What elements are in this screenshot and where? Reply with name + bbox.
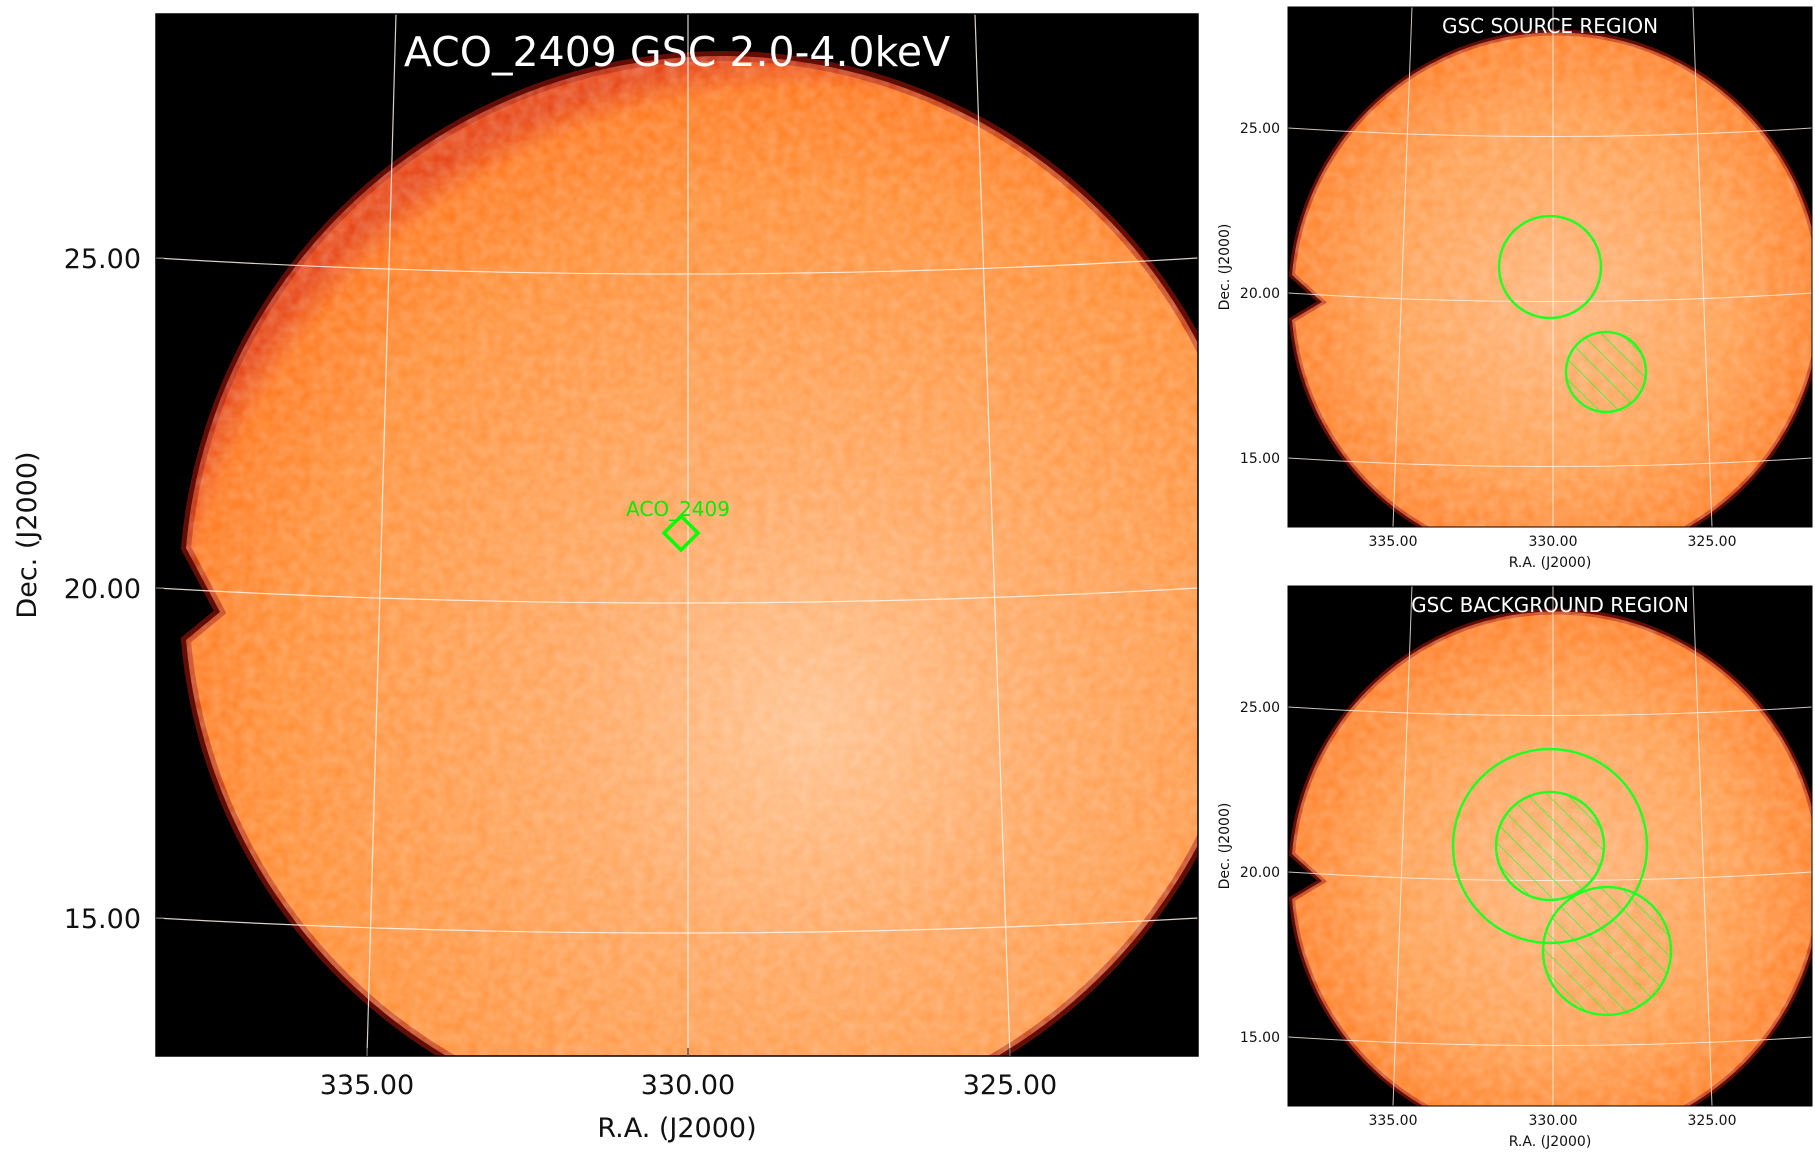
source-marker-label: ACO_2409 bbox=[626, 497, 730, 521]
main-image bbox=[156, 14, 1198, 1056]
source-ylabel: Dec. (J2000) bbox=[1217, 224, 1233, 311]
background-image bbox=[1288, 586, 1812, 1106]
main-title: ACO_2409 GSC 2.0-4.0keV bbox=[404, 28, 950, 76]
main-xtick-325: 325.00 bbox=[963, 1070, 1057, 1101]
main-xtick-330: 330.00 bbox=[641, 1070, 735, 1101]
background-ylabel: Dec. (J2000) bbox=[1217, 803, 1233, 890]
source-region-panel: GSC SOURCE REGION 335.00 330.00 325.00 R… bbox=[1217, 6, 1813, 571]
main-coordinate-grid bbox=[156, 14, 1198, 1056]
source-coordinate-grid bbox=[1288, 7, 1812, 527]
background-region-panel: GSC BACKGROUND REGION 335.00 330.00 325.… bbox=[1217, 585, 1813, 1150]
source-marker-diamond bbox=[661, 513, 701, 553]
source-image bbox=[1288, 7, 1812, 527]
main-panel: ACO_2409 GSC 2.0-4.0keV ACO_2409 335.00 … bbox=[12, 13, 1199, 1144]
source-xtick-335: 335.00 bbox=[1369, 534, 1418, 550]
source-xtick-325: 325.00 bbox=[1688, 534, 1737, 550]
background-ytick-15: 15.00 bbox=[1240, 1030, 1280, 1046]
main-ytick-15: 15.00 bbox=[64, 904, 141, 935]
main-xtick-335: 335.00 bbox=[320, 1070, 414, 1101]
background-panel-title: GSC BACKGROUND REGION bbox=[1411, 593, 1689, 617]
background-excluded-source-circle bbox=[1541, 885, 1673, 1017]
background-xtick-335: 335.00 bbox=[1369, 1113, 1418, 1129]
source-xlabel: R.A. (J2000) bbox=[1509, 555, 1592, 571]
background-xtick-330: 330.00 bbox=[1529, 1113, 1578, 1129]
background-frame bbox=[1287, 585, 1813, 1107]
background-ytick-20: 20.00 bbox=[1240, 865, 1280, 881]
source-ytick-25: 25.00 bbox=[1240, 121, 1280, 137]
main-ytick-20: 20.00 bbox=[64, 574, 141, 605]
source-frame bbox=[1287, 6, 1813, 528]
background-xlabel: R.A. (J2000) bbox=[1509, 1134, 1592, 1150]
background-excluded-inner-circle bbox=[1494, 790, 1606, 902]
source-ytick-15: 15.00 bbox=[1240, 451, 1280, 467]
background-xtick-325: 325.00 bbox=[1688, 1113, 1737, 1129]
main-tick-marks bbox=[156, 257, 1011, 1056]
source-xtick-330: 330.00 bbox=[1529, 534, 1578, 550]
main-xlabel: R.A. (J2000) bbox=[597, 1113, 756, 1144]
main-frame bbox=[155, 13, 1199, 1057]
background-ytick-25: 25.00 bbox=[1240, 700, 1280, 716]
main-ylabel: Dec. (J2000) bbox=[12, 451, 43, 618]
source-region-circle bbox=[1497, 214, 1603, 320]
source-ytick-20: 20.00 bbox=[1240, 286, 1280, 302]
source-panel-title: GSC SOURCE REGION bbox=[1442, 14, 1658, 38]
main-ytick-25: 25.00 bbox=[64, 244, 141, 275]
excluded-region-circle bbox=[1564, 330, 1648, 414]
